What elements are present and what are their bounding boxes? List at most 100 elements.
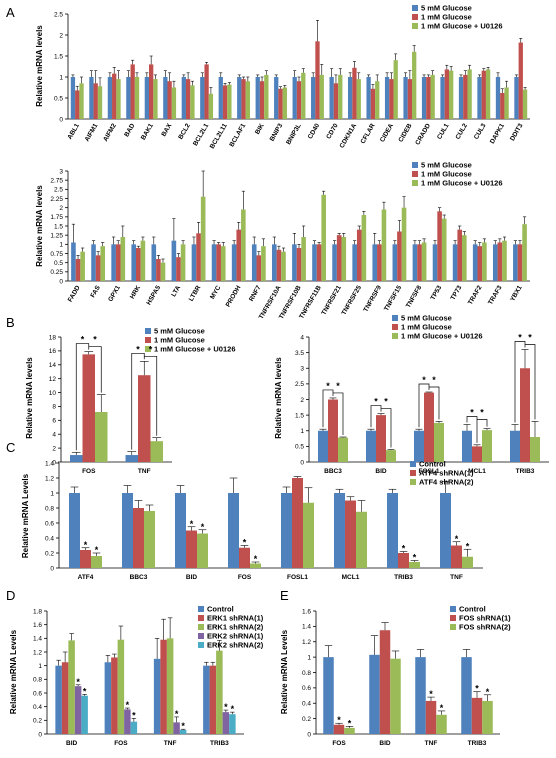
legend-entry: ERK2 shRNA(1) (207, 632, 264, 641)
bar (386, 450, 396, 462)
y-tick-label: 1.6 (302, 608, 311, 615)
bar (259, 81, 265, 119)
bar (352, 244, 357, 281)
y-tick-label: 2.5 (295, 381, 304, 388)
y-tick-label: 0 (307, 731, 311, 738)
x-tick-label: TRAF2 (467, 284, 484, 306)
y-tick-label: 1 (50, 490, 54, 497)
bar (333, 83, 339, 119)
y-tick-label: 0.4 (33, 704, 42, 711)
bar (281, 251, 286, 281)
x-tick-label: BAX (160, 122, 173, 138)
bar (504, 87, 509, 119)
bar (122, 493, 133, 568)
y-tick-label: 0 (50, 565, 54, 572)
bar (124, 709, 131, 734)
y-tick-label: 1.2 (33, 649, 42, 656)
bar (282, 87, 287, 119)
bar (376, 415, 386, 462)
legend-entry: ERK1 shRNA(2) (207, 623, 264, 632)
bar (485, 69, 491, 119)
bar (377, 244, 382, 281)
x-tick-label: FAS (89, 284, 102, 299)
y-tick-label: 0 (52, 459, 56, 466)
bar (440, 77, 445, 119)
bar (462, 430, 472, 462)
significance-star: * (201, 522, 205, 532)
y-tick-label: 0.5 (54, 260, 63, 267)
chart-d: 0 0.2 0.4 0.6 0.8 1 1.2 1.4 1.6 1.8 Relative mRNA … (9, 605, 264, 748)
bar (366, 430, 376, 462)
bar (467, 69, 472, 119)
bar (281, 493, 292, 568)
bar (204, 64, 209, 119)
y-tick-label: 1.5 (54, 223, 63, 230)
bar (112, 73, 117, 119)
y-tick-label: 0 (59, 116, 63, 123)
significance-star: * (402, 544, 406, 554)
legend-swatch (145, 346, 151, 352)
significance-star: * (518, 333, 522, 343)
significance-star: * (81, 335, 85, 345)
y-tick-label: 6 (52, 418, 56, 425)
significance-bracket (525, 344, 536, 420)
significance-star: * (93, 335, 97, 345)
bar (107, 77, 113, 119)
y-tick-label: 1 (300, 428, 304, 435)
legend-entry: Control (207, 605, 234, 614)
y-tick-label: 0.8 (45, 505, 54, 512)
bar (451, 545, 462, 568)
x-tick-label: BID (66, 740, 78, 747)
bar (387, 493, 398, 568)
panel-label-c: C (6, 440, 15, 455)
significance-star: * (76, 677, 80, 687)
bar (144, 77, 150, 119)
bar (190, 85, 195, 119)
bar (200, 196, 206, 281)
y-tick-label: 0 (59, 278, 63, 285)
bar (138, 375, 151, 462)
bar (250, 563, 261, 568)
bar (328, 399, 338, 462)
y-tick-label: 1.8 (33, 608, 42, 615)
bar (421, 242, 427, 281)
x-tick-label: TRIB3 (394, 574, 413, 581)
legend-swatch (412, 23, 418, 29)
x-tick-label: YBX1 (509, 284, 524, 303)
legend-swatch (412, 171, 418, 177)
x-tick-label: PRODH (225, 284, 243, 308)
bar (319, 74, 324, 119)
legend-entry: FOS shRNA(1) (459, 614, 511, 623)
y-tick-label: 0.5 (295, 444, 304, 451)
x-tick-label: TNF (450, 574, 463, 581)
bar (144, 511, 155, 568)
x-tick-label: TRIB3 (468, 740, 487, 747)
bar (175, 493, 186, 568)
y-tick-label: 1.5 (54, 53, 63, 60)
significance-bracket (429, 386, 440, 420)
bar (457, 229, 462, 281)
significance-star: * (326, 381, 330, 391)
significance-star: * (466, 541, 470, 551)
bar (237, 77, 242, 119)
significance-star: * (175, 709, 179, 719)
bar (120, 237, 126, 281)
bar (316, 244, 322, 281)
panel-label-d: D (6, 588, 15, 603)
bar (185, 79, 191, 119)
x-tick-label: CUL2 (454, 122, 469, 141)
x-tick-label: FOSL1 (287, 574, 308, 581)
x-tick-label: FOS (82, 468, 96, 475)
x-tick-label: BID (186, 574, 198, 581)
bar (458, 77, 464, 119)
legend-swatch (410, 479, 416, 485)
significance-star: * (429, 689, 433, 699)
bar (392, 244, 398, 281)
bar (111, 657, 118, 734)
x-tick-label: CD40 (307, 122, 322, 140)
legend-entry: 1 mM Glucose + U0126 (421, 22, 503, 31)
bar (81, 695, 88, 734)
bar (239, 547, 250, 568)
x-tick-label: TNFRSF9 (362, 284, 383, 313)
bar (261, 246, 266, 281)
